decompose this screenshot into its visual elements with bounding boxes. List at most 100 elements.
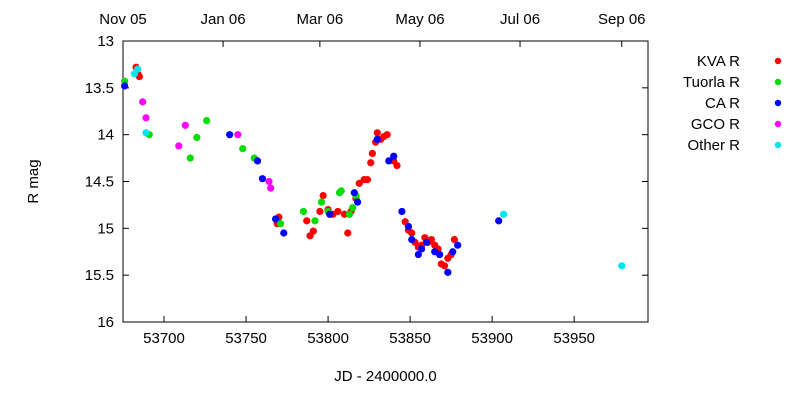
data-point bbox=[311, 217, 319, 225]
top-date-axis: Nov 05 Jan 06 Mar 06 May 06 Jul 06 Sep 06 bbox=[99, 11, 646, 47]
data-points bbox=[121, 63, 626, 276]
x-tick-label: 53800 bbox=[307, 330, 349, 347]
legend-marker bbox=[774, 120, 782, 128]
data-point bbox=[121, 82, 129, 90]
data-point bbox=[239, 145, 247, 153]
data-point bbox=[436, 250, 444, 259]
x-axis: 53700 53750 53800 53850 53900 53950 bbox=[143, 316, 595, 347]
data-point bbox=[408, 229, 416, 237]
data-point bbox=[355, 179, 363, 187]
data-point bbox=[373, 129, 381, 137]
data-point bbox=[271, 215, 280, 223]
data-point bbox=[367, 159, 375, 167]
data-point bbox=[414, 250, 422, 259]
y-tick-label: 15.5 bbox=[85, 267, 114, 284]
y-tick-label: 13 bbox=[97, 33, 114, 50]
legend-label: CA R bbox=[705, 95, 740, 112]
legend-marker bbox=[774, 57, 782, 65]
x-tick-label: 53700 bbox=[143, 330, 185, 347]
y-axis-label: R mag bbox=[25, 159, 42, 203]
top-tick-label: May 06 bbox=[395, 11, 444, 28]
data-point bbox=[299, 207, 308, 216]
data-point bbox=[203, 117, 211, 125]
data-point bbox=[253, 157, 262, 165]
data-point bbox=[368, 149, 376, 157]
x-tick-label: 53750 bbox=[225, 330, 267, 347]
legend-label: Tuorla R bbox=[683, 74, 740, 91]
data-point bbox=[142, 114, 150, 122]
data-point bbox=[354, 198, 362, 206]
data-point bbox=[422, 238, 431, 246]
y-tick-label: 13.5 bbox=[85, 80, 114, 97]
data-point bbox=[344, 229, 352, 237]
top-tick-label: Mar 06 bbox=[297, 11, 344, 28]
top-tick-label: Sep 06 bbox=[598, 11, 646, 28]
data-point bbox=[349, 204, 357, 212]
top-tick-label: Nov 05 bbox=[99, 11, 147, 28]
series-other-r bbox=[130, 65, 626, 270]
legend-marker bbox=[774, 99, 782, 107]
series-gco-r bbox=[139, 98, 275, 192]
data-point bbox=[303, 217, 311, 225]
data-point bbox=[186, 154, 194, 162]
legend-marker bbox=[774, 78, 782, 86]
data-point bbox=[404, 222, 413, 231]
x-tick-label: 53950 bbox=[553, 330, 595, 347]
data-point bbox=[181, 121, 189, 129]
y-tick-label: 16 bbox=[97, 314, 114, 331]
data-point bbox=[618, 262, 626, 270]
legend: KVA R Tuorla R CA R GCO R Other R bbox=[683, 53, 782, 154]
data-point bbox=[258, 175, 267, 183]
data-point bbox=[316, 207, 324, 216]
data-point bbox=[334, 207, 342, 216]
data-point bbox=[226, 131, 234, 139]
data-point bbox=[193, 133, 201, 142]
data-point bbox=[267, 184, 275, 192]
series-ca-r bbox=[121, 82, 503, 276]
data-point bbox=[280, 229, 288, 237]
data-point bbox=[450, 235, 459, 244]
data-point bbox=[265, 177, 273, 186]
series-tuorla-r bbox=[121, 77, 360, 228]
y-tick-label: 14 bbox=[97, 127, 114, 144]
legend-label: Other R bbox=[687, 137, 740, 154]
data-point bbox=[350, 189, 358, 197]
x-tick-label: 53850 bbox=[389, 330, 431, 347]
data-point bbox=[345, 210, 354, 218]
data-point bbox=[142, 129, 150, 137]
data-point bbox=[139, 98, 147, 106]
data-point bbox=[385, 157, 393, 165]
data-point bbox=[398, 207, 406, 216]
data-point bbox=[390, 152, 398, 160]
data-point bbox=[340, 210, 349, 218]
legend-label: GCO R bbox=[691, 116, 740, 133]
data-point bbox=[317, 198, 326, 206]
y-tick-label: 15 bbox=[97, 220, 114, 237]
data-point bbox=[363, 176, 372, 184]
data-point bbox=[444, 268, 452, 276]
data-point bbox=[500, 210, 508, 218]
data-point bbox=[276, 220, 285, 228]
legend-marker bbox=[774, 141, 782, 149]
data-point bbox=[440, 262, 449, 270]
y-tick-label: 14.5 bbox=[85, 174, 114, 191]
data-point bbox=[393, 161, 401, 170]
x-axis-label: JD - 2400000.0 bbox=[334, 368, 437, 385]
data-point bbox=[449, 248, 457, 256]
data-point bbox=[383, 131, 391, 139]
data-point bbox=[454, 241, 462, 249]
data-point bbox=[495, 217, 503, 225]
data-point bbox=[326, 210, 334, 218]
data-point bbox=[417, 245, 426, 253]
data-point bbox=[234, 131, 242, 139]
legend-label: KVA R bbox=[697, 53, 740, 70]
plot-frame bbox=[122, 40, 649, 323]
data-point bbox=[373, 135, 381, 143]
x-tick-label: 53900 bbox=[471, 330, 513, 347]
data-point bbox=[134, 65, 142, 73]
top-tick-label: Jul 06 bbox=[500, 11, 540, 28]
data-point bbox=[337, 187, 345, 195]
data-point bbox=[408, 235, 416, 244]
data-point bbox=[309, 227, 317, 235]
